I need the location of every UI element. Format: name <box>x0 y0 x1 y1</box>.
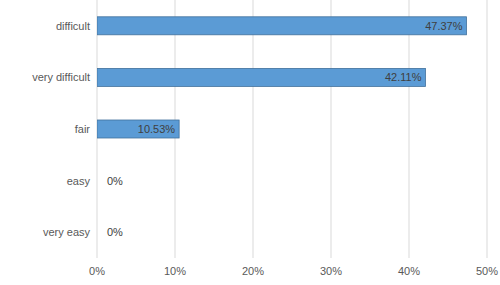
chart-container: 0% 10% 20% 30% 40% 50% difficult very difficult… <box>0 0 500 285</box>
category-label: very difficult <box>32 71 90 83</box>
category-label: very easy <box>43 226 91 238</box>
data-label: 10.53% <box>138 123 176 135</box>
grid-line <box>253 0 254 258</box>
bar <box>97 120 179 138</box>
tick-label: 40% <box>398 265 420 277</box>
category-label: easy <box>67 175 91 187</box>
data-label: 47.37% <box>425 20 463 32</box>
tick-label: 30% <box>320 265 342 277</box>
chart-svg: 0% 10% 20% 30% 40% 50% difficult very difficult… <box>0 0 500 285</box>
data-label: 0% <box>107 175 123 187</box>
grid <box>97 0 487 258</box>
grid-line <box>331 0 332 258</box>
bar <box>97 68 425 86</box>
bar <box>97 172 98 190</box>
bar <box>97 223 98 241</box>
data-label: 0% <box>107 226 123 238</box>
bars <box>97 17 466 138</box>
grid-line <box>487 0 488 258</box>
tick-label: 10% <box>164 265 186 277</box>
category-label: difficult <box>56 20 90 32</box>
tick-label: 20% <box>242 265 264 277</box>
data-label: 42.11% <box>385 71 422 83</box>
tick-label: 50% <box>476 265 498 277</box>
tick-label: 0% <box>89 265 105 277</box>
grid-line <box>409 0 410 258</box>
category-label: fair <box>75 123 91 135</box>
bar <box>97 17 466 35</box>
data-labels: 47.37% 42.11% 10.53% 0% 0% <box>107 20 463 238</box>
